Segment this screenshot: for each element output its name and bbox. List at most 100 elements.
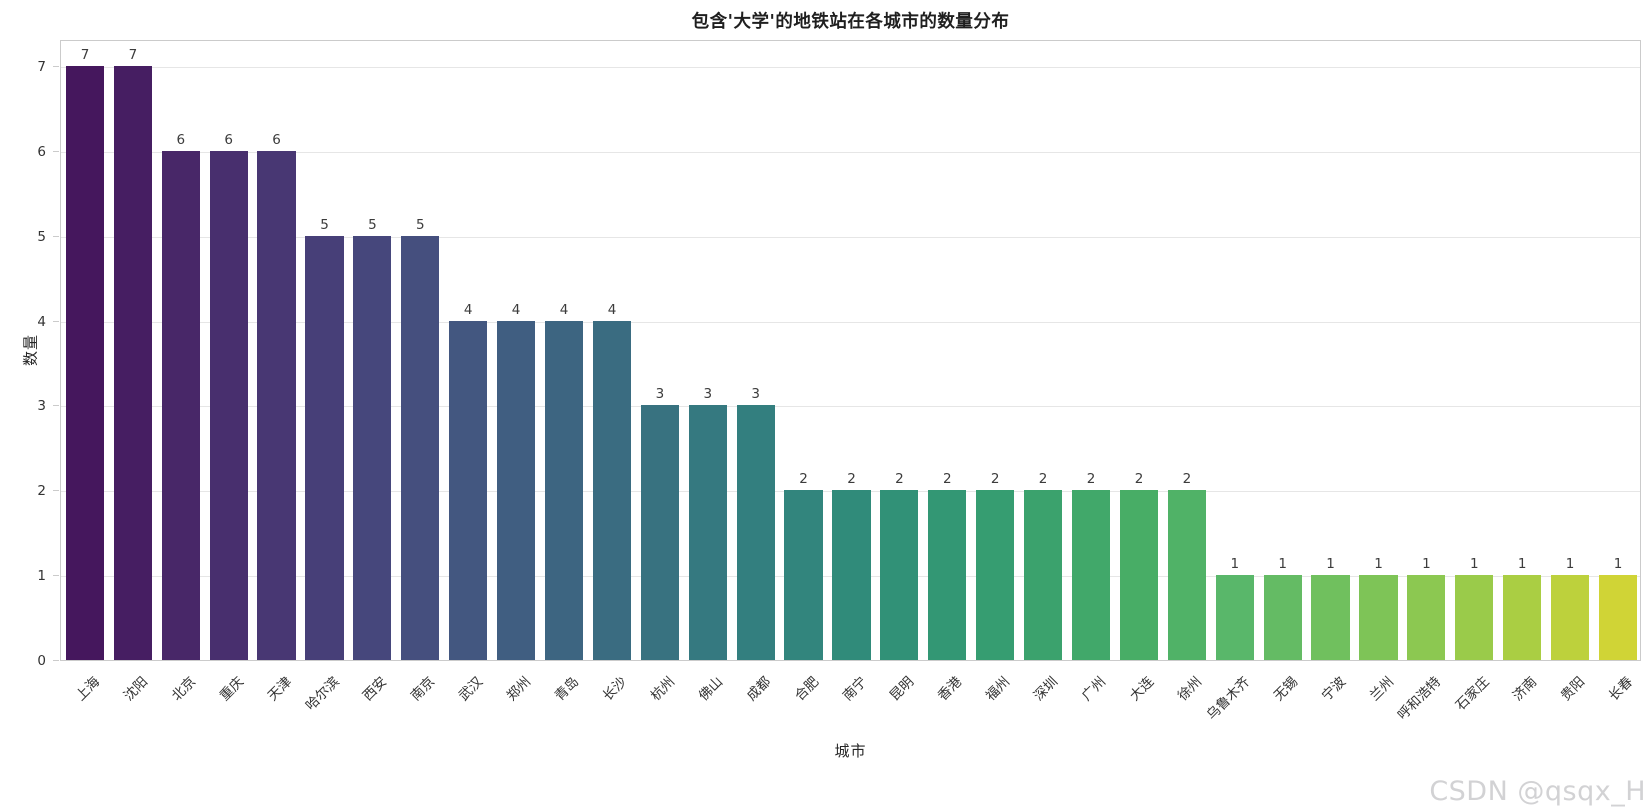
bar-兰州 bbox=[1359, 575, 1398, 660]
x-tick-label-南宁: 南宁 bbox=[839, 673, 870, 705]
gridline-y4 bbox=[61, 322, 1640, 323]
bar-长沙 bbox=[592, 320, 632, 660]
chart-title: 包含'大学'的地铁站在各城市的数量分布 bbox=[691, 12, 1010, 32]
y-tick-mark bbox=[53, 405, 59, 406]
x-tick-label-青岛: 青岛 bbox=[551, 673, 583, 705]
bar-香港 bbox=[928, 490, 967, 660]
x-tick-label-无锡: 无锡 bbox=[1270, 673, 1301, 705]
x-tick-label-哈尔滨: 哈尔滨 bbox=[302, 673, 343, 714]
x-tick-label-徐州: 徐州 bbox=[1174, 673, 1206, 705]
bar-value-label: 2 bbox=[1134, 471, 1144, 488]
y-tick-label: 0 bbox=[37, 653, 46, 669]
bar-南京 bbox=[401, 235, 440, 660]
y-tick-mark bbox=[53, 236, 59, 237]
bar-石家庄 bbox=[1455, 575, 1494, 660]
bar-value-label: 1 bbox=[1517, 556, 1527, 573]
bar-value-label: 3 bbox=[655, 386, 665, 403]
x-tick-label-武汉: 武汉 bbox=[455, 673, 487, 705]
x-tick-label-广州: 广州 bbox=[1078, 673, 1110, 705]
gridline-y6 bbox=[61, 152, 1640, 153]
x-tick-label-长沙: 长沙 bbox=[599, 673, 631, 705]
bar-value-label: 4 bbox=[607, 301, 617, 318]
x-tick-label-大连: 大连 bbox=[1126, 673, 1158, 705]
bar-value-label: 2 bbox=[895, 471, 904, 488]
x-tick-label-南京: 南京 bbox=[408, 673, 439, 705]
bar-value-label: 1 bbox=[1565, 556, 1575, 573]
x-tick-label-重庆: 重庆 bbox=[216, 673, 247, 705]
bar-value-label: 6 bbox=[176, 131, 186, 148]
y-tick-mark bbox=[53, 66, 59, 67]
bar-沈阳 bbox=[113, 66, 152, 660]
bar-value-label: 2 bbox=[1038, 471, 1048, 488]
bar-长春 bbox=[1598, 575, 1638, 660]
x-tick-label-杭州: 杭州 bbox=[647, 673, 679, 705]
x-tick-label-西安: 西安 bbox=[360, 673, 391, 705]
bar-value-label: 2 bbox=[799, 471, 808, 488]
x-tick-label-长春: 长春 bbox=[1605, 673, 1637, 705]
y-tick-mark bbox=[53, 321, 59, 322]
y-axis-ticks: 0 1 2 3 4 5 6 7 bbox=[0, 40, 60, 669]
y-tick-mark bbox=[53, 490, 59, 491]
bar-贵阳 bbox=[1551, 575, 1590, 660]
bar-value-label: 5 bbox=[368, 216, 377, 233]
x-tick-label-乌鲁木齐: 乌鲁木齐 bbox=[1203, 673, 1253, 724]
bar-value-label: 1 bbox=[1326, 556, 1335, 573]
bar-呼和浩特 bbox=[1407, 575, 1446, 660]
x-tick-label-昆明: 昆明 bbox=[887, 673, 918, 705]
bar-天津 bbox=[257, 150, 296, 660]
bar-宁波 bbox=[1311, 575, 1350, 660]
y-tick-label: 7 bbox=[37, 59, 46, 75]
y-tick-label: 3 bbox=[37, 398, 46, 414]
bar-value-label: 1 bbox=[1374, 556, 1383, 573]
y-tick-label: 6 bbox=[37, 144, 46, 160]
x-tick-label-济南: 济南 bbox=[1509, 673, 1541, 705]
bar-value-label: 1 bbox=[1613, 556, 1623, 573]
bar-value-label: 4 bbox=[559, 301, 569, 318]
x-tick-label-贵阳: 贵阳 bbox=[1557, 673, 1589, 705]
bar-济南 bbox=[1503, 575, 1542, 660]
x-tick-label-北京: 北京 bbox=[168, 673, 199, 705]
gridline-y7 bbox=[61, 67, 1640, 68]
bar-value-label: 5 bbox=[416, 216, 425, 233]
bar-value-label: 6 bbox=[224, 131, 233, 148]
bar-哈尔滨 bbox=[305, 235, 344, 660]
bar-西安 bbox=[353, 235, 392, 660]
bar-value-label: 7 bbox=[128, 47, 138, 63]
bar-value-label: 4 bbox=[463, 301, 473, 318]
gridline-y3 bbox=[61, 406, 1640, 407]
bar-value-label: 2 bbox=[1086, 471, 1096, 488]
bar-成都 bbox=[736, 405, 775, 660]
y-tick-mark bbox=[53, 151, 59, 152]
x-tick-label-石家庄: 石家庄 bbox=[1452, 673, 1493, 714]
x-axis-title: 城市 bbox=[834, 742, 867, 760]
y-tick-label: 2 bbox=[37, 483, 46, 499]
bar-value-label: 7 bbox=[80, 47, 90, 63]
bar-昆明 bbox=[880, 490, 919, 660]
bar-佛山 bbox=[688, 405, 727, 660]
watermark: CSDN @qsqx_H bbox=[1429, 776, 1646, 807]
bar-value-label: 1 bbox=[1422, 556, 1431, 573]
x-tick-label-宁波: 宁波 bbox=[1318, 673, 1349, 705]
bar-value-label: 1 bbox=[1230, 556, 1240, 573]
bar-南宁 bbox=[832, 490, 871, 660]
bar-合肥 bbox=[784, 490, 823, 660]
bar-value-label: 1 bbox=[1278, 556, 1287, 573]
bar-北京 bbox=[161, 150, 200, 660]
x-tick-label-合肥: 合肥 bbox=[791, 673, 822, 705]
x-tick-label-沈阳: 沈阳 bbox=[120, 673, 152, 705]
bar-value-label: 2 bbox=[847, 471, 856, 488]
bar-乌鲁木齐 bbox=[1215, 575, 1254, 660]
bar-杭州 bbox=[640, 405, 679, 660]
y-tick-mark bbox=[53, 575, 59, 576]
x-tick-label-呼和浩特: 呼和浩特 bbox=[1395, 673, 1445, 724]
bar-武汉 bbox=[449, 320, 488, 660]
bar-深圳 bbox=[1024, 490, 1063, 660]
bar-value-label: 1 bbox=[1470, 556, 1479, 573]
bar-value-label: 3 bbox=[751, 386, 760, 403]
gridline-y5 bbox=[61, 237, 1640, 238]
plot-area: 7 7 6 6 6 5 5 5 4 4 4 4 3 3 3 2 2 2 2 2 2 2 2 2 1 1 1 1 1 1 1 1 1 bbox=[60, 40, 1641, 661]
x-tick-label-佛山: 佛山 bbox=[695, 673, 726, 705]
y-tick-mark bbox=[53, 660, 59, 661]
x-tick-label-成都: 成都 bbox=[743, 673, 774, 705]
